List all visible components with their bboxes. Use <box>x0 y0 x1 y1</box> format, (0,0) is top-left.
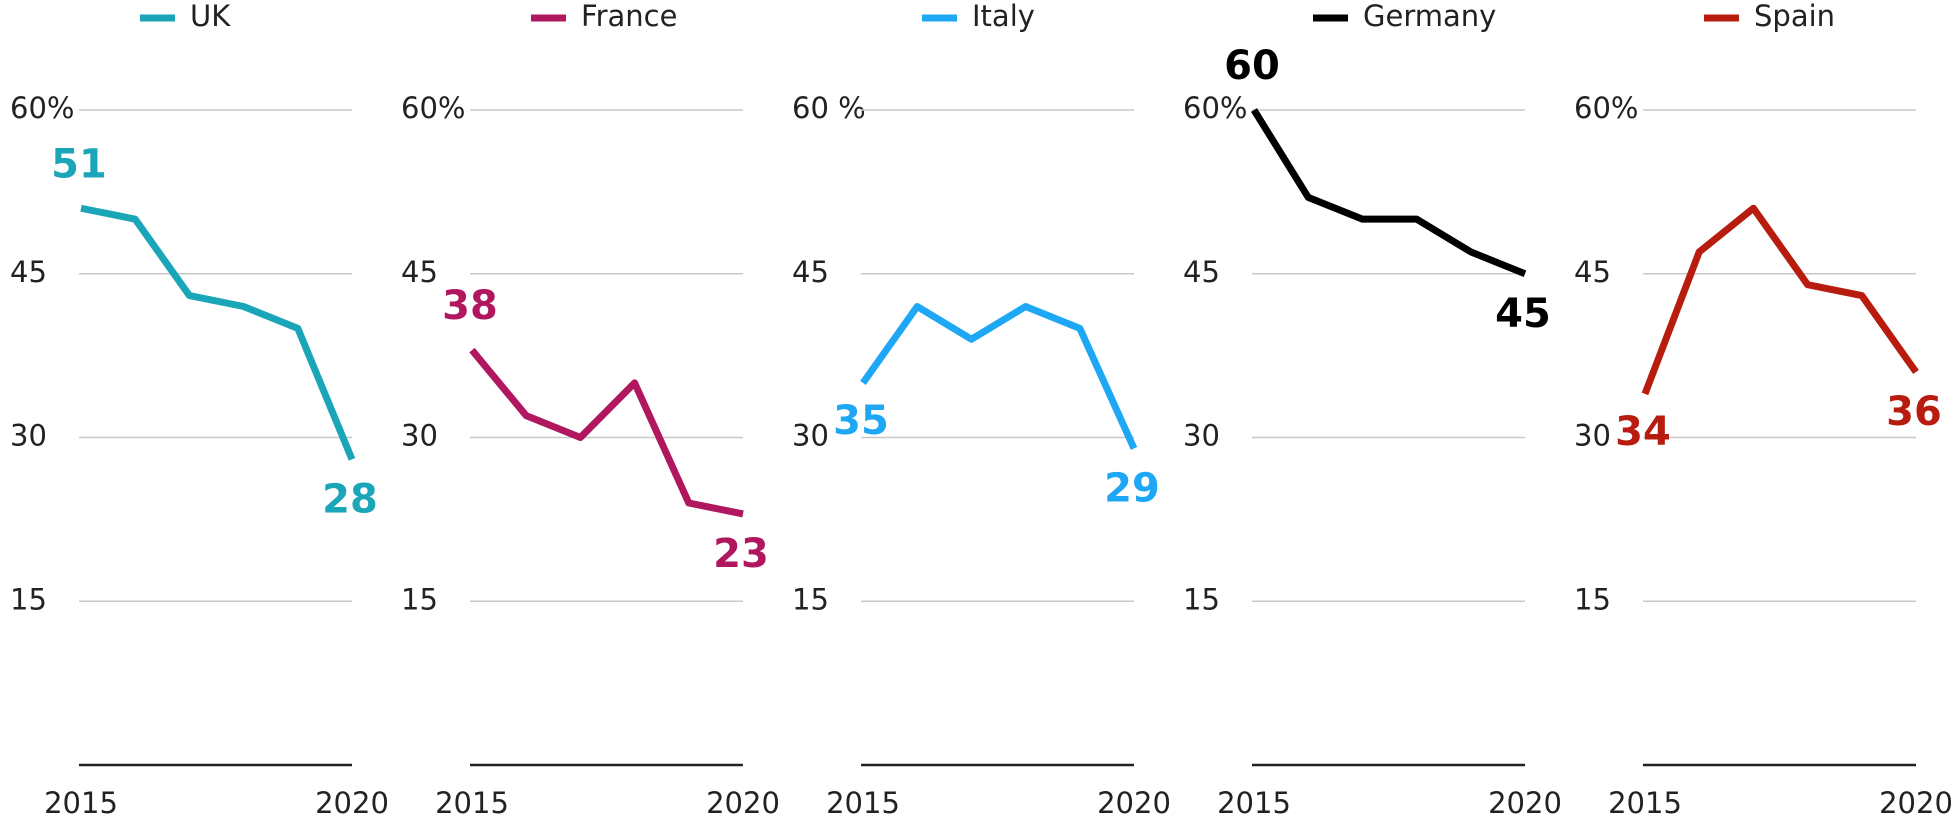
line <box>469 347 744 518</box>
data-label: 38 <box>442 283 498 329</box>
y-tick-label: 60% <box>1183 91 1247 125</box>
y-tick-label: 45 <box>792 255 829 289</box>
y-tick-label: 15 <box>401 582 438 616</box>
legend-label: Spain <box>1754 0 1835 33</box>
y-tick-label: 15 <box>10 582 47 616</box>
data-label: 36 <box>1886 389 1942 435</box>
data-label: 29 <box>1104 465 1160 511</box>
x-tick-label: 2015 <box>1608 786 1682 820</box>
x-tick-label: 2015 <box>1217 786 1291 820</box>
y-tick-label: 30 <box>1183 419 1220 453</box>
y-tick-label: 30 <box>792 419 829 453</box>
data-label: 35 <box>833 398 889 444</box>
y-tick-label: 45 <box>1574 255 1611 289</box>
y-tick-label: 45 <box>10 255 47 289</box>
data-label: 23 <box>713 531 769 577</box>
y-tick-label: 60% <box>10 91 74 125</box>
y-tick-label: 60 % <box>792 91 866 125</box>
data-label: 60 <box>1224 43 1280 89</box>
x-tick-label: 2015 <box>435 786 509 820</box>
y-tick-label: 15 <box>1183 582 1220 616</box>
x-tick-label: 2015 <box>44 786 118 820</box>
data-label: 45 <box>1495 291 1551 337</box>
data-label: 28 <box>322 476 378 522</box>
data-label: 51 <box>51 141 107 187</box>
line <box>1641 204 1919 396</box>
data-label: 34 <box>1615 409 1671 455</box>
y-tick-label: 30 <box>10 419 47 453</box>
legend-label: Italy <box>972 0 1035 33</box>
x-tick-label: 2020 <box>315 786 389 820</box>
y-tick-label: 15 <box>792 582 829 616</box>
y-tick-label: 60% <box>1574 91 1638 125</box>
x-tick-label: 2020 <box>1879 786 1953 820</box>
y-tick-label: 30 <box>401 419 438 453</box>
x-tick-label: 2020 <box>1488 786 1562 820</box>
y-tick-label: 60% <box>401 91 465 125</box>
y-tick-label: 15 <box>1574 582 1611 616</box>
x-tick-label: 2015 <box>826 786 900 820</box>
y-tick-label: 30 <box>1574 419 1611 453</box>
line <box>1251 108 1527 277</box>
x-tick-label: 2020 <box>1097 786 1171 820</box>
line <box>80 204 356 461</box>
legend-label: UK <box>190 0 231 33</box>
legend-label: Germany <box>1363 0 1496 33</box>
y-tick-label: 45 <box>401 255 438 289</box>
line <box>860 303 1138 450</box>
legend-label: France <box>581 0 677 33</box>
x-tick-label: 2020 <box>706 786 780 820</box>
y-tick-label: 45 <box>1183 255 1220 289</box>
